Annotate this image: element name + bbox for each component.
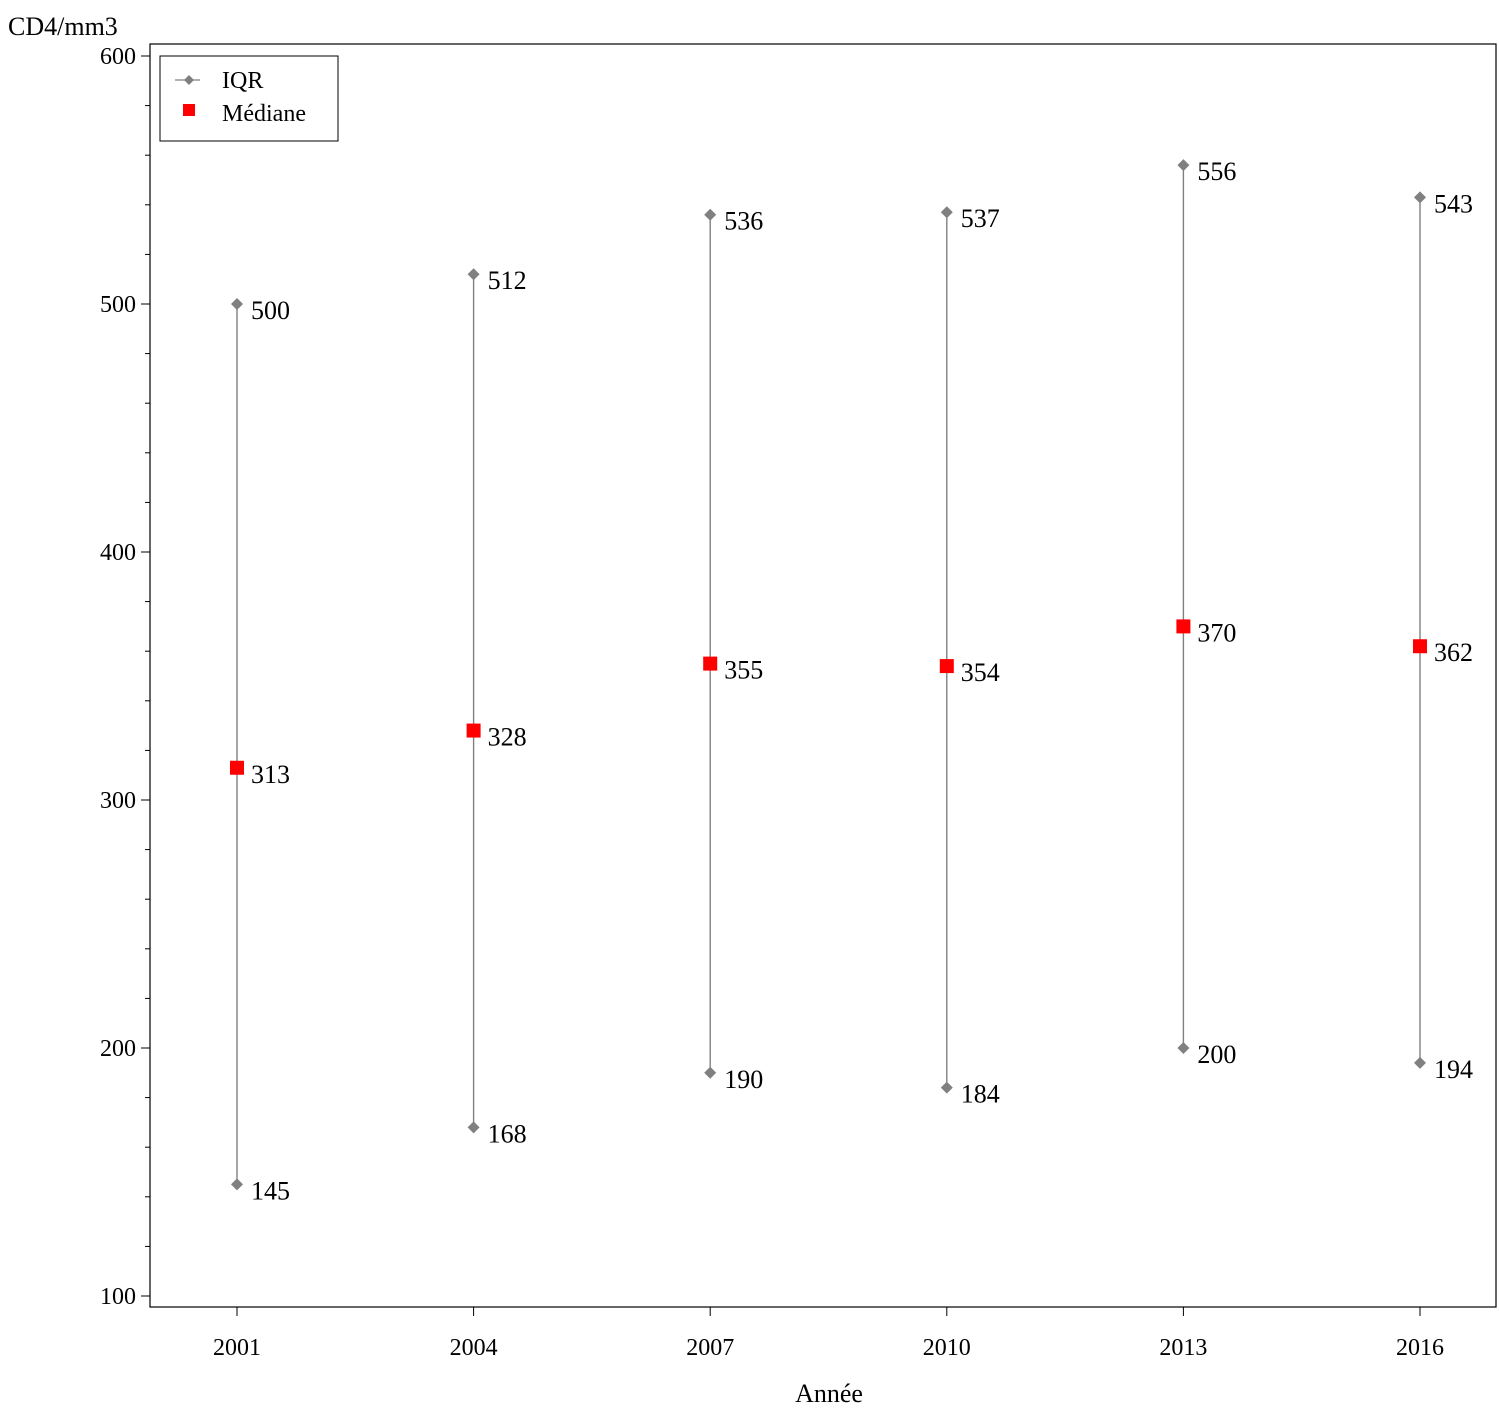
y-tick-label: 400: [100, 540, 136, 566]
iqr-upper-point: [1177, 159, 1190, 172]
iqr-lower-label: 184: [961, 1080, 1000, 1109]
y-tick-label: 600: [100, 44, 136, 70]
y-axis-title: CD4/mm3: [8, 12, 118, 41]
plot-frame: [149, 43, 1497, 1308]
y-axis: 100 200 300 400 500 600: [100, 44, 150, 1310]
y-tick-label: 500: [100, 292, 136, 318]
median-point: [1176, 619, 1191, 634]
x-tick-label: 2013: [1159, 1335, 1207, 1361]
iqr-lower-point: [704, 1066, 717, 1079]
y-tick-label: 200: [100, 1036, 136, 1062]
median-label: 313: [251, 760, 290, 789]
median-point: [230, 760, 244, 775]
iqr-lower-point: [1414, 1056, 1426, 1069]
iqr-upper-label: 512: [488, 266, 527, 295]
iqr-upper-point: [231, 298, 243, 310]
x-axis: 2001 2004 2007 2010 2013 2016: [213, 1307, 1444, 1361]
x-tick-label: 2007: [686, 1335, 734, 1361]
iqr-upper-label: 536: [724, 207, 763, 236]
legend-mediane-square-icon: [183, 104, 195, 116]
iqr-lower-point: [940, 1081, 953, 1094]
iqr-lower-point: [467, 1121, 480, 1134]
iqr-upper-label: 556: [1197, 157, 1236, 186]
x-axis-title: Année: [795, 1379, 863, 1408]
data-labels: 500 145 313 512 168 328 536 190 355 537 184 354 556 2…: [251, 157, 1473, 1205]
iqr-upper-point: [467, 268, 480, 281]
iqr-upper-label: 543: [1434, 189, 1473, 218]
median-point: [939, 659, 954, 674]
median-label: 354: [961, 658, 1000, 687]
legend-frame: [159, 55, 339, 142]
iqr-lower-point: [1177, 1042, 1190, 1054]
iqr-lower-label: 190: [724, 1065, 763, 1094]
median-label: 355: [724, 656, 763, 685]
x-tick-label: 2004: [450, 1335, 498, 1361]
legend-iqr-diamond-icon: [184, 75, 194, 85]
iqr-lower-label: 168: [488, 1119, 527, 1148]
iqr-upper-point: [704, 208, 717, 221]
iqr-upper-point: [940, 206, 953, 219]
iqr-upper-point: [1414, 191, 1426, 204]
markers: [230, 159, 1427, 1191]
legend-mediane-label: Médiane: [222, 101, 306, 127]
median-label: 370: [1197, 618, 1236, 647]
median-label: 328: [488, 723, 527, 752]
x-tick-label: 2001: [213, 1335, 261, 1361]
x-tick-label: 2010: [923, 1335, 971, 1361]
iqr-series: [236, 165, 1421, 1185]
iqr-upper-label: 500: [251, 296, 290, 325]
legend-iqr-label: IQR: [222, 68, 263, 94]
iqr-lower-label: 194: [1434, 1055, 1473, 1084]
legend: IQR Médiane: [159, 55, 339, 142]
x-tick-label: 2016: [1396, 1335, 1444, 1361]
y-tick-label: 300: [100, 788, 136, 814]
median-point: [1413, 639, 1427, 654]
iqr-lower-label: 145: [251, 1176, 290, 1205]
median-point: [466, 723, 481, 738]
iqr-lower-label: 200: [1197, 1040, 1236, 1069]
median-point: [703, 656, 718, 671]
median-label: 362: [1434, 638, 1473, 667]
y-tick-label: 100: [100, 1284, 136, 1310]
iqr-upper-label: 537: [961, 204, 1000, 233]
iqr-lower-point: [231, 1178, 243, 1191]
